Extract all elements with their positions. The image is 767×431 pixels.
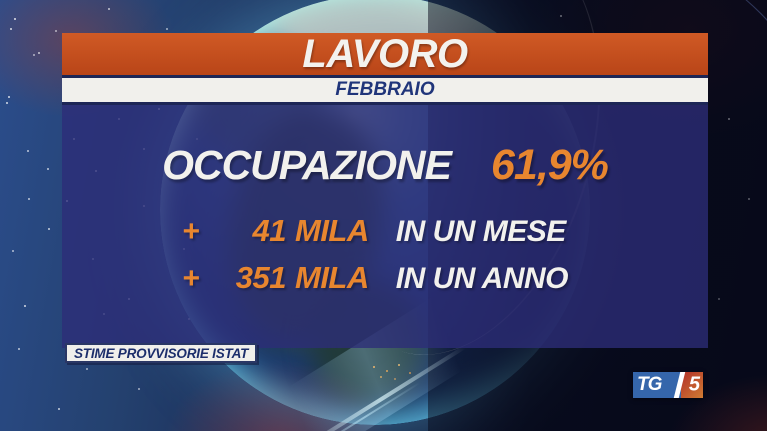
stat-row-year: + 351 MILA IN UN ANNO xyxy=(182,260,568,296)
starfield xyxy=(0,0,2,2)
city-lights xyxy=(368,360,370,362)
stat-number: 41 xyxy=(252,213,287,248)
month-bar: FEBBRAIO xyxy=(62,78,708,105)
source-box: STIME PROVVISORIE ISTAT xyxy=(65,343,258,363)
source-label: STIME PROVVISORIE ISTAT xyxy=(74,345,249,361)
logo-orange-block xyxy=(681,372,703,398)
topic-title: LAVORO xyxy=(302,31,468,76)
stat-unit: MILA xyxy=(295,260,369,295)
occupation-label: OCCUPAZIONE xyxy=(162,142,452,188)
stat-row-month: + 41 MILA IN UN MESE xyxy=(182,213,566,249)
stat-unit: MILA xyxy=(295,213,369,248)
logo-five-text: 5 xyxy=(688,373,700,396)
occupation-value: 61,9% xyxy=(490,141,609,189)
tg5-logo: TG 5 xyxy=(633,372,703,398)
stat-period: IN UN ANNO xyxy=(395,262,569,295)
month-label: FEBBRAIO xyxy=(335,79,435,100)
occupation-row: OCCUPAZIONE 61,9% xyxy=(62,141,708,190)
topic-bar: LAVORO xyxy=(62,31,708,78)
stats-panel: OCCUPAZIONE 61,9% + 41 MILA IN UN MESE +… xyxy=(62,105,708,348)
logo-tg-text: TG xyxy=(637,374,662,395)
stat-number: 351 xyxy=(235,260,287,295)
plus-sign: + xyxy=(182,262,200,295)
stat-period: IN UN MESE xyxy=(395,215,567,248)
plus-sign: + xyxy=(182,215,200,248)
